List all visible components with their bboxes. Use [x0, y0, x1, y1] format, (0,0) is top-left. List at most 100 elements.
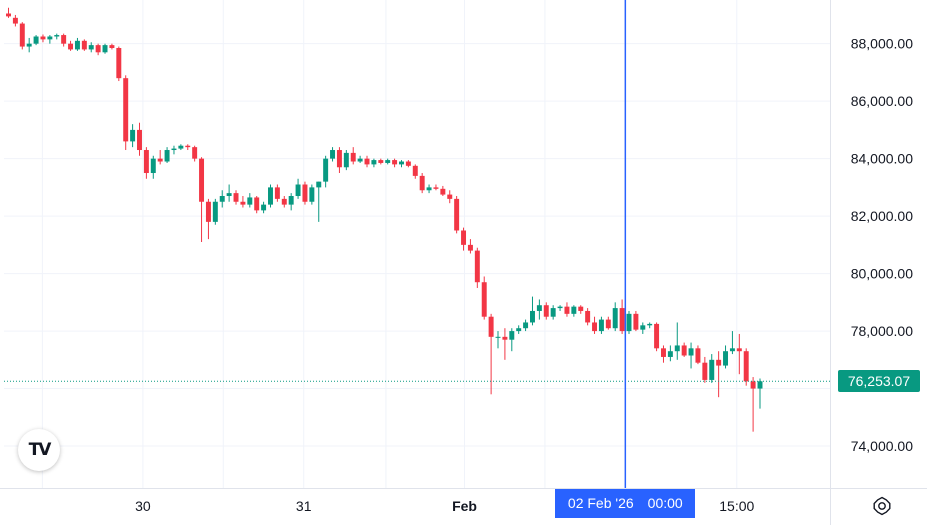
- candle-body: [626, 313, 632, 332]
- y-tick-label: 84,000.00: [851, 151, 913, 167]
- candle-body: [385, 160, 391, 163]
- candle: [88, 42, 94, 53]
- candle: [743, 348, 749, 386]
- candle-body: [605, 319, 611, 329]
- candle: [626, 310, 632, 334]
- candle-body: [716, 359, 722, 366]
- candle: [219, 190, 225, 208]
- candle-body: [74, 40, 80, 50]
- candle-body: [729, 348, 735, 352]
- candle-body: [150, 158, 156, 174]
- candle: [385, 158, 391, 165]
- candle: [488, 313, 494, 395]
- candle-body: [757, 381, 763, 389]
- candle-body: [516, 328, 522, 332]
- candle: [654, 322, 660, 352]
- candle: [240, 196, 246, 208]
- candle: [523, 319, 529, 332]
- candle: [254, 196, 260, 214]
- candle: [550, 305, 556, 320]
- candle-body: [295, 184, 301, 197]
- candle-body: [667, 351, 673, 357]
- candle-body: [399, 161, 404, 165]
- y-tick-label: 80,000.00: [851, 266, 913, 282]
- candle-body: [288, 196, 294, 205]
- candle-body: [6, 13, 11, 17]
- candle: [405, 160, 411, 168]
- candle-body: [454, 198, 460, 231]
- candle: [212, 198, 218, 225]
- candle-body: [102, 45, 108, 53]
- candle: [343, 150, 349, 171]
- candle-body: [316, 181, 322, 188]
- x-tick-label: 31: [296, 498, 312, 514]
- candle-body: [281, 198, 287, 205]
- candle: [178, 144, 184, 151]
- candle: [199, 157, 205, 242]
- candle: [757, 378, 763, 409]
- candle-body: [502, 336, 508, 340]
- candle-body: [419, 175, 425, 191]
- y-tick-label: 78,000.00: [851, 323, 913, 339]
- candle-body: [254, 197, 260, 211]
- candle: [495, 331, 501, 349]
- candle-body: [323, 158, 329, 182]
- candle-body: [743, 351, 749, 382]
- candle: [40, 34, 46, 43]
- candle-body: [233, 193, 239, 202]
- candle: [681, 342, 687, 357]
- candle: [233, 190, 239, 205]
- candle-body: [268, 187, 273, 205]
- settings-gear-icon[interactable]: [872, 496, 892, 516]
- tradingview-logo-button[interactable]: TV: [18, 429, 60, 471]
- candle: [226, 184, 232, 202]
- candle: [74, 37, 80, 51]
- candle: [399, 160, 404, 168]
- candle-body: [19, 23, 25, 47]
- candle-body: [12, 17, 18, 24]
- candle: [137, 122, 142, 156]
- candle: [323, 155, 329, 188]
- candle-body: [47, 36, 53, 40]
- candle-body: [95, 45, 101, 53]
- candle-body: [674, 345, 680, 352]
- candle-body: [164, 150, 170, 162]
- candle-body: [598, 319, 604, 332]
- candle: [474, 247, 480, 288]
- candle-body: [447, 194, 453, 199]
- y-tick-label: 74,000.00: [851, 438, 913, 454]
- candle: [419, 173, 425, 194]
- candle-body: [702, 362, 708, 380]
- y-tick-label: 86,000.00: [851, 93, 913, 109]
- candle: [592, 316, 598, 334]
- candle: [509, 328, 515, 352]
- candle-body: [654, 323, 660, 349]
- candle: [371, 158, 377, 168]
- y-axis[interactable]: 88,000.00 86,000.00 84,000.00 82,000.00 80,0…: [851, 36, 913, 454]
- candle-body: [660, 348, 666, 357]
- candle-body: [157, 158, 163, 162]
- candle-body: [143, 150, 149, 174]
- candle-body: [612, 308, 618, 329]
- candle-body: [392, 160, 398, 165]
- candle-body: [309, 187, 315, 202]
- candle: [157, 150, 163, 165]
- candle: [350, 147, 356, 165]
- candle: [660, 345, 666, 363]
- candle: [247, 193, 253, 208]
- candle-body: [557, 306, 563, 309]
- candle-body: [185, 145, 191, 148]
- candle: [481, 276, 487, 320]
- candle: [116, 46, 122, 82]
- candle: [309, 184, 315, 205]
- candle: [619, 299, 625, 334]
- candle: [330, 147, 336, 162]
- candle-body: [371, 160, 377, 165]
- candle-body: [26, 43, 32, 47]
- x-axis[interactable]: 30 31 Feb 15:00: [135, 498, 754, 514]
- candle-body: [192, 147, 198, 159]
- candle-body: [88, 45, 94, 50]
- candle: [205, 198, 211, 240]
